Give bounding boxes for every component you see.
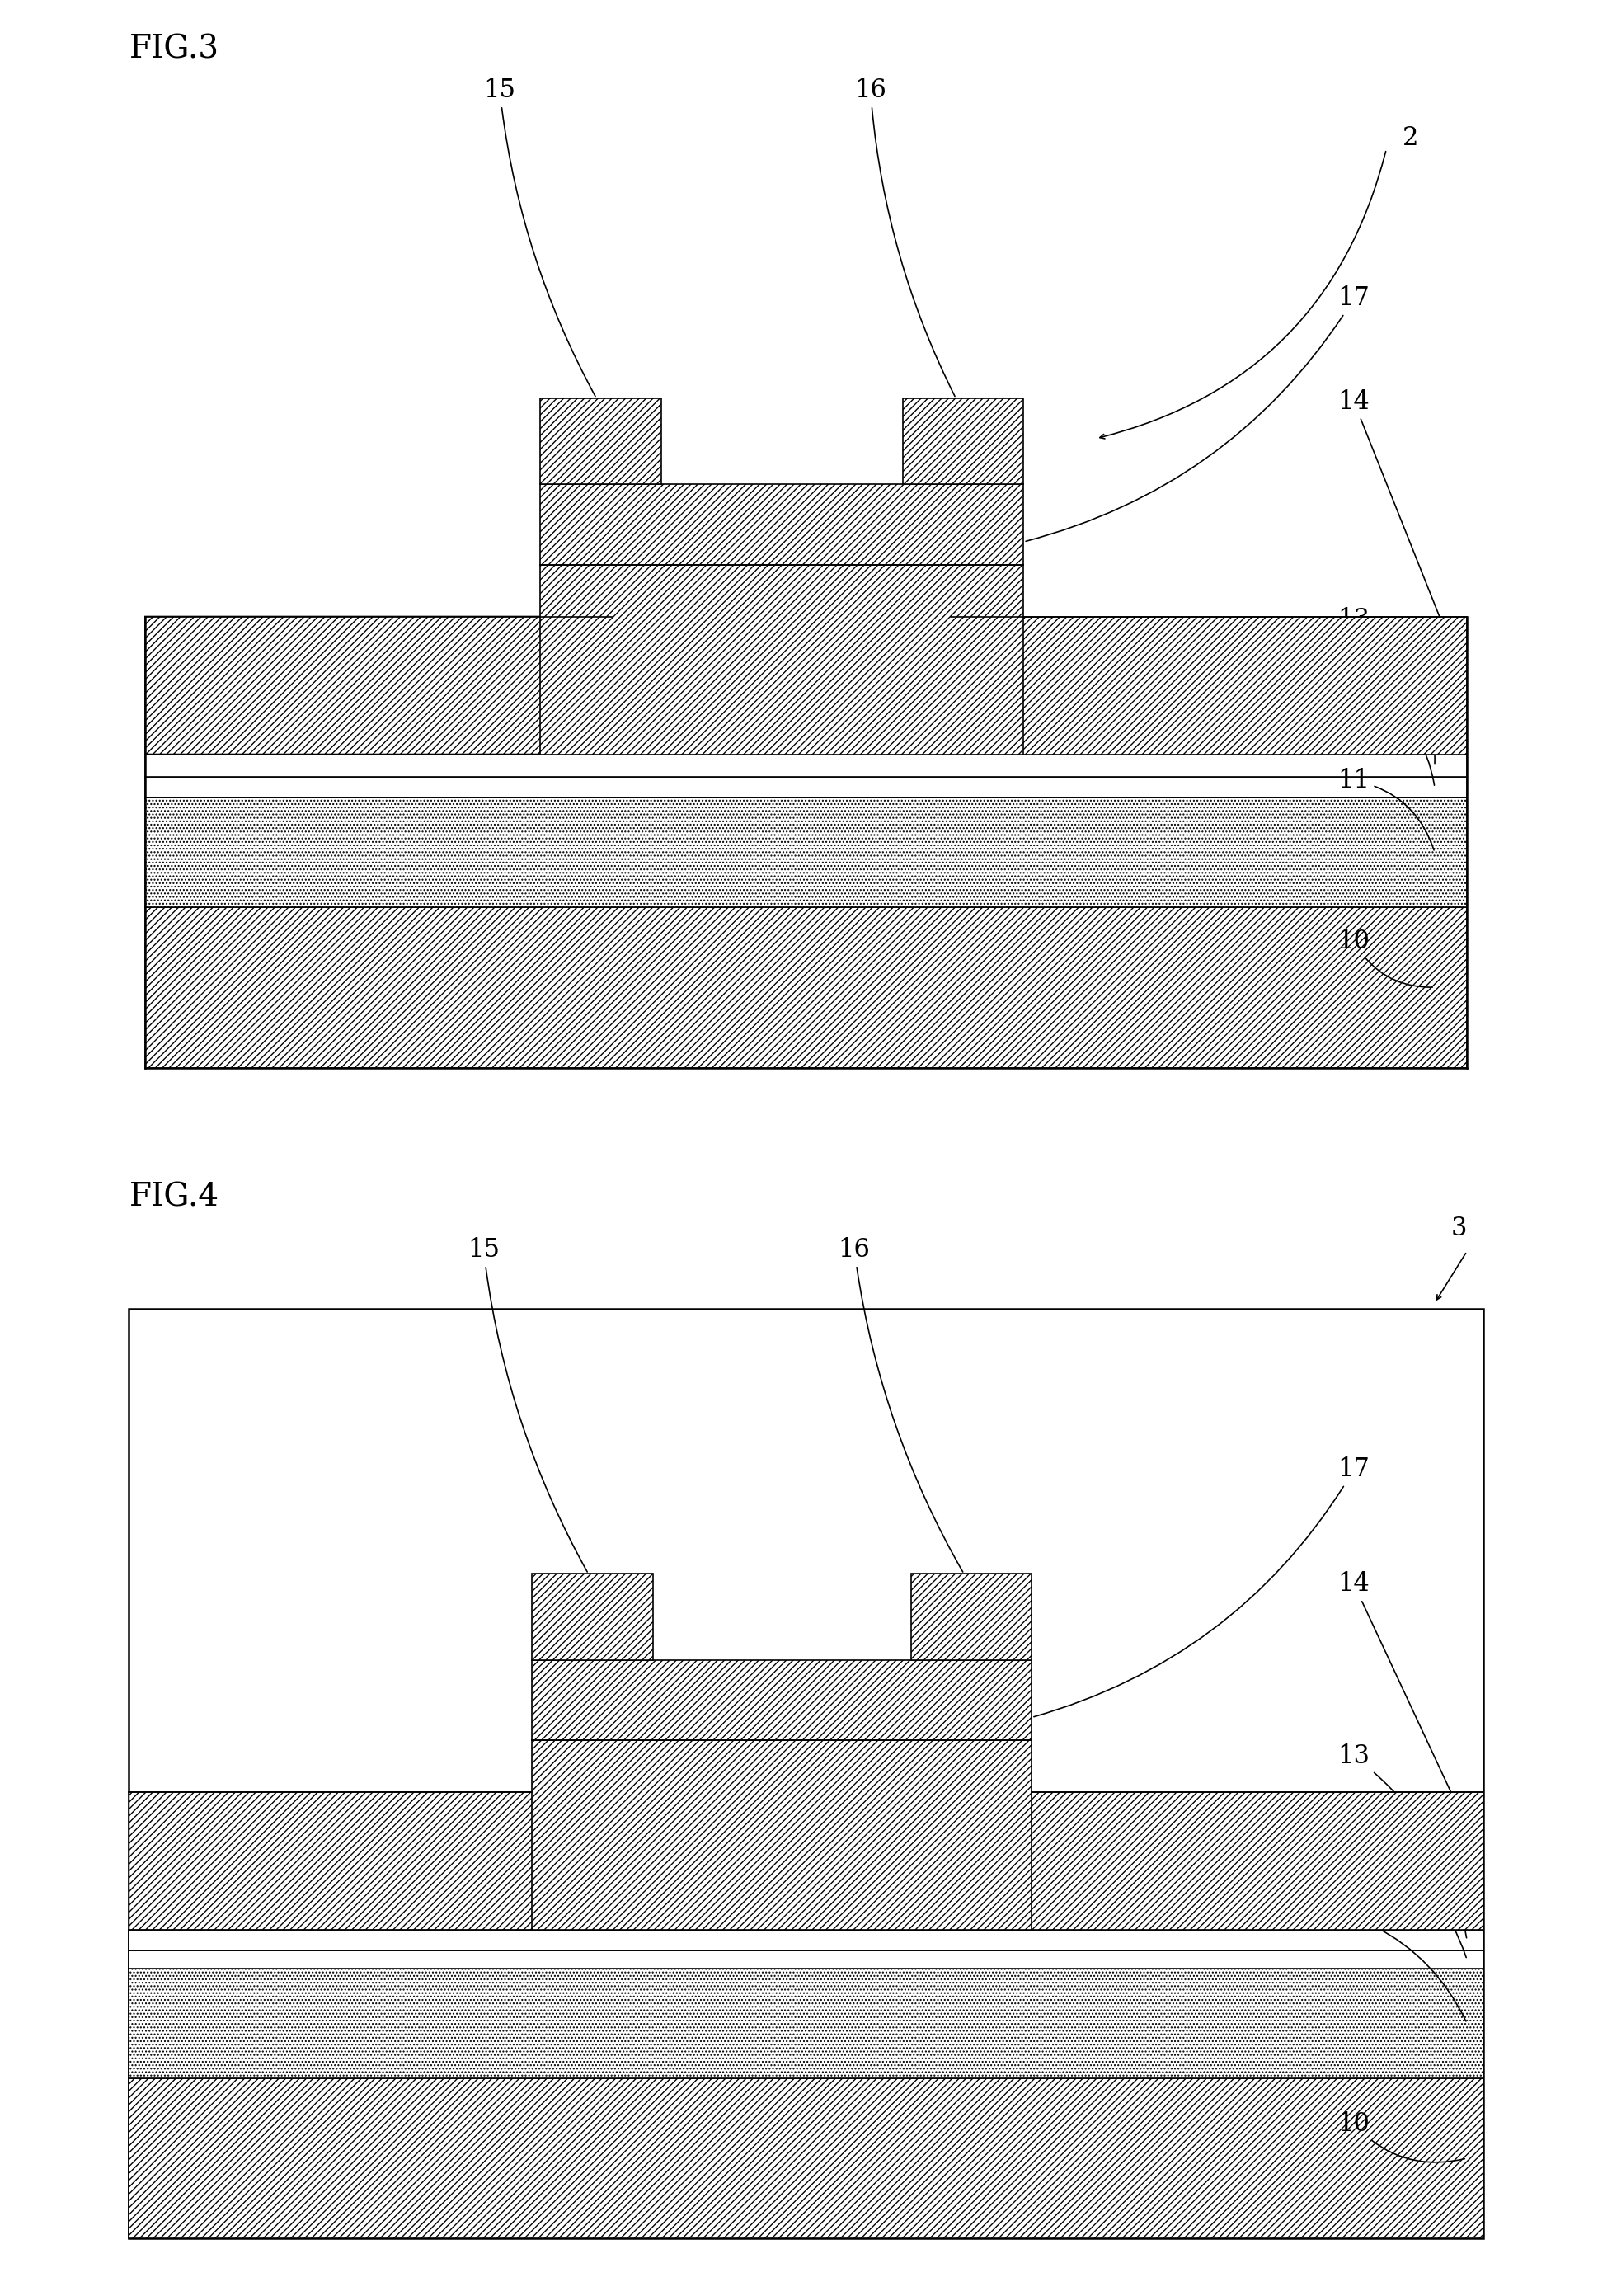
Text: 12: 12 xyxy=(1338,1812,1467,1958)
Bar xyxy=(129,1309,1483,2239)
Text: 14: 14 xyxy=(1338,388,1465,684)
Bar xyxy=(540,565,1024,753)
Text: 2: 2 xyxy=(1402,124,1419,152)
Text: 10: 10 xyxy=(1338,2110,1465,2163)
Polygon shape xyxy=(524,691,1040,753)
Polygon shape xyxy=(516,1867,1048,1929)
Bar xyxy=(129,1949,1483,1968)
Bar xyxy=(911,1575,1032,1660)
Text: 15: 15 xyxy=(467,1238,587,1573)
Text: 11: 11 xyxy=(1338,1903,1465,2020)
Bar xyxy=(532,1660,1032,1740)
Text: 11: 11 xyxy=(1338,767,1435,850)
Bar xyxy=(532,1575,653,1660)
Text: 12: 12 xyxy=(1338,675,1435,785)
Text: 16: 16 xyxy=(854,78,954,397)
Bar xyxy=(129,1929,1483,1949)
Polygon shape xyxy=(951,1791,1483,1929)
Bar xyxy=(145,753,1467,776)
Bar xyxy=(145,799,1467,907)
Bar xyxy=(540,484,1024,565)
Text: 10: 10 xyxy=(1338,928,1433,987)
Bar xyxy=(145,776,1467,799)
Polygon shape xyxy=(145,615,613,753)
Bar xyxy=(903,400,1024,484)
Text: 17: 17 xyxy=(1025,285,1370,542)
Text: FIG.3: FIG.3 xyxy=(129,34,219,64)
Bar xyxy=(532,1740,1032,1929)
Text: 14: 14 xyxy=(1338,1570,1481,1860)
Bar xyxy=(129,1968,1483,2078)
Text: 13: 13 xyxy=(1338,606,1435,765)
Text: 15: 15 xyxy=(484,78,595,397)
Polygon shape xyxy=(951,615,1467,753)
Bar xyxy=(540,400,661,484)
Bar xyxy=(129,2078,1483,2239)
Text: 16: 16 xyxy=(838,1238,962,1573)
Text: 17: 17 xyxy=(1033,1456,1370,1717)
Text: 3: 3 xyxy=(1451,1215,1467,1242)
Bar xyxy=(145,907,1467,1068)
Text: 13: 13 xyxy=(1338,1743,1467,1938)
Text: FIG.4: FIG.4 xyxy=(129,1182,219,1212)
Polygon shape xyxy=(129,1791,613,1929)
